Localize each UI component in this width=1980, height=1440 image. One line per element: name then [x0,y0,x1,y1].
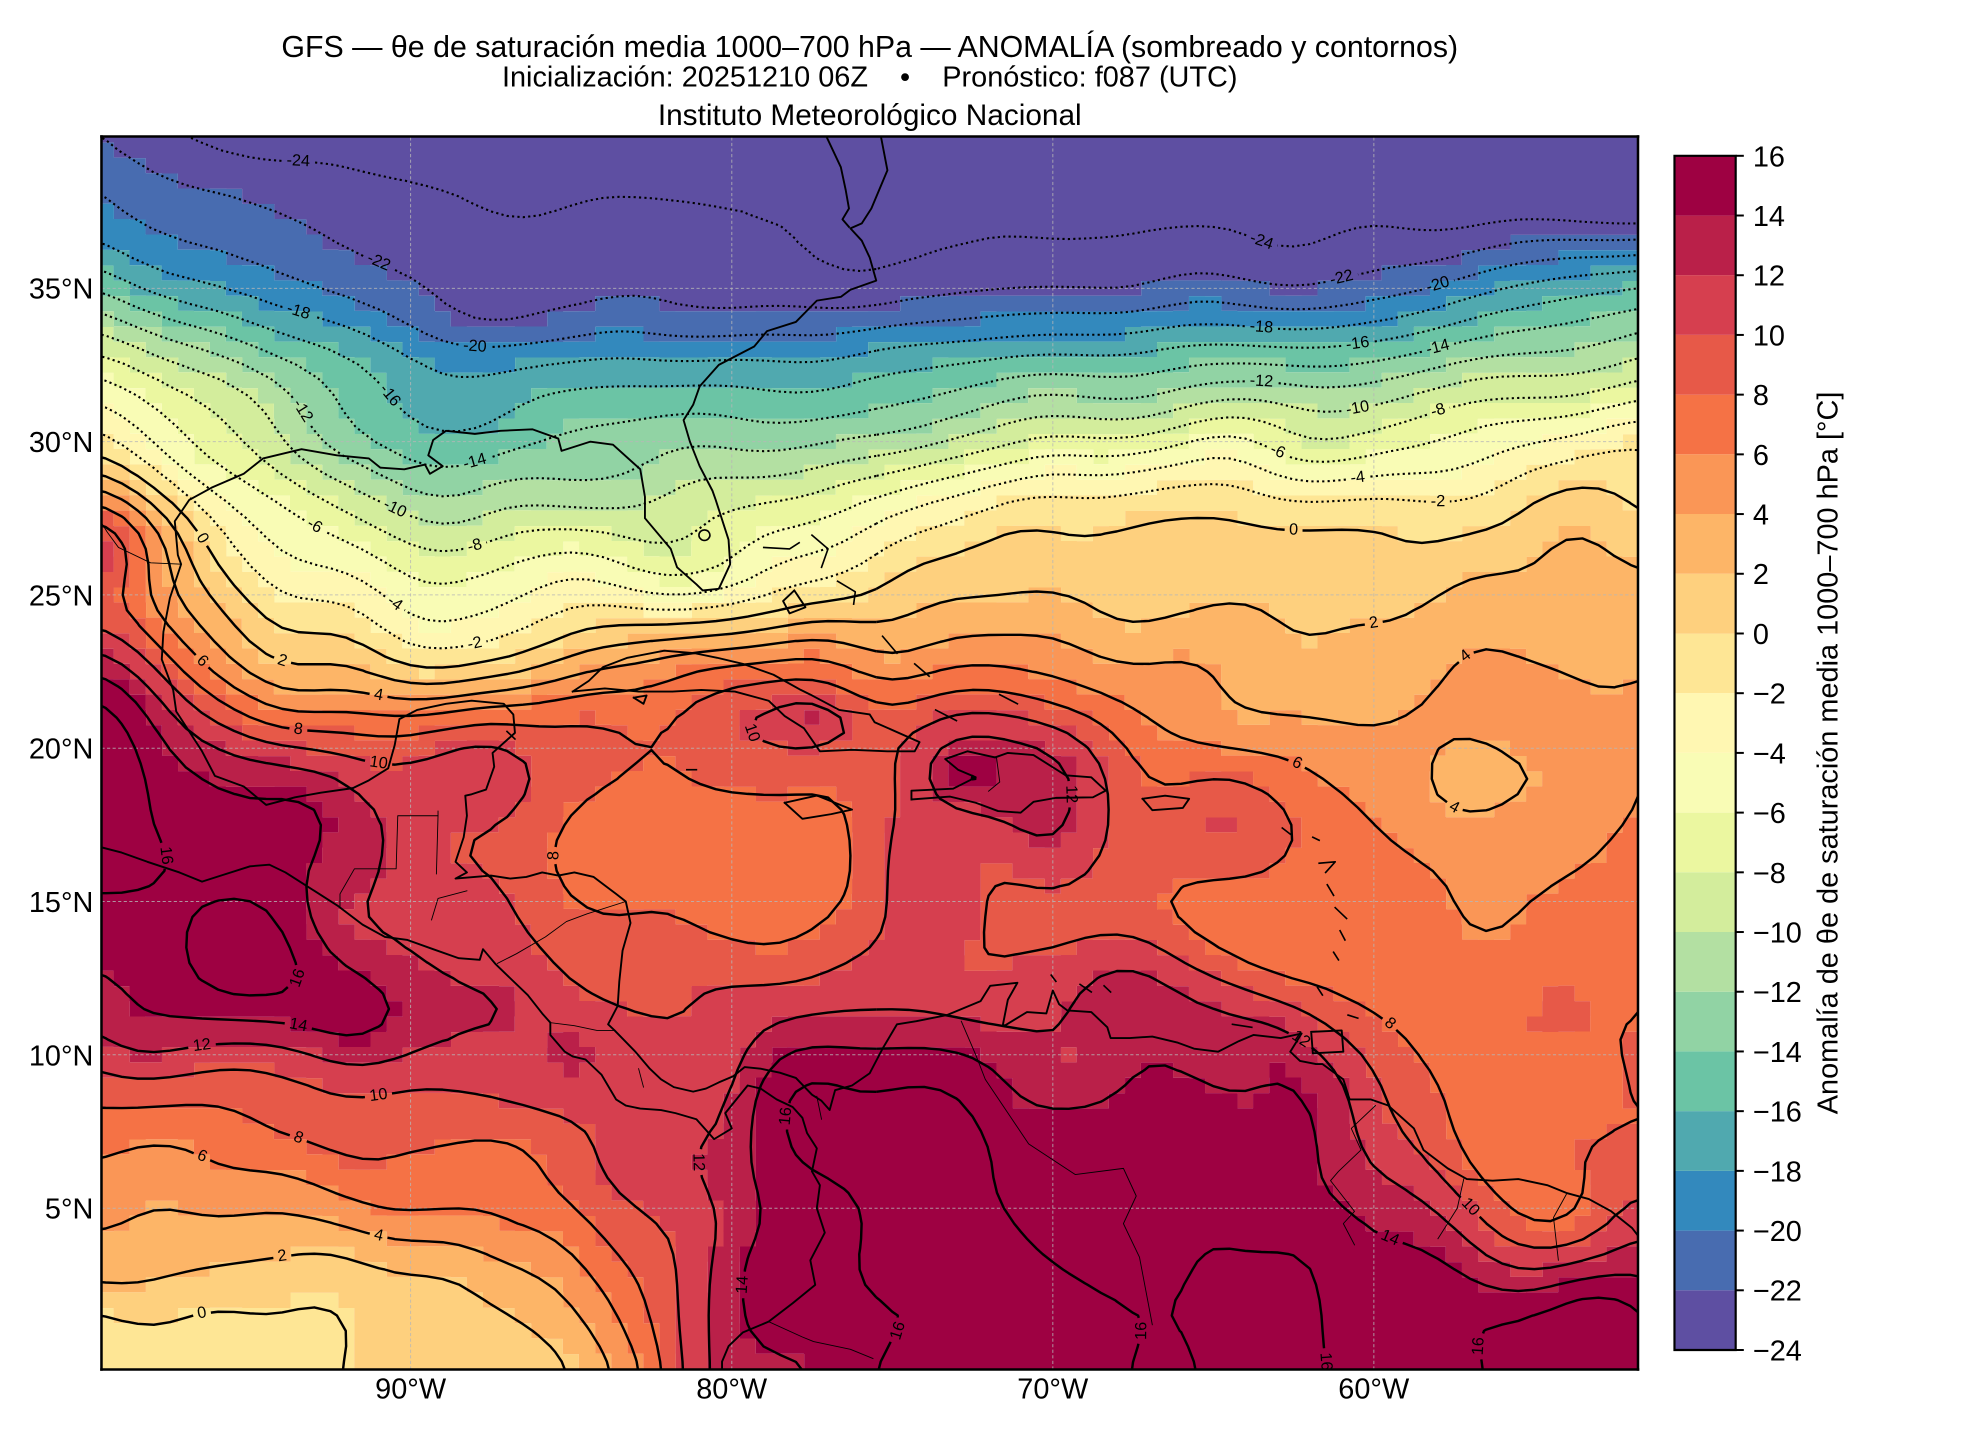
svg-text:15°N: 15°N [29,887,94,919]
svg-text:-16: -16 [1345,333,1371,354]
svg-text:−10: −10 [1753,917,1802,949]
svg-text:8: 8 [1633,1124,1653,1139]
svg-text:-22: -22 [1328,266,1355,289]
svg-text:−20: −20 [1753,1216,1802,1248]
svg-text:4: 4 [1753,500,1769,532]
svg-text:10°N: 10°N [29,1040,94,1072]
svg-text:−18: −18 [1753,1156,1802,1188]
svg-text:14: 14 [1753,201,1785,233]
svg-text:Instituto Meteorológico Nacion: Instituto Meteorológico Nacional [658,99,1082,132]
svg-text:10: 10 [368,752,388,772]
svg-text:30°N: 30°N [29,427,94,459]
svg-text:14: 14 [1378,1226,1402,1250]
svg-text:60°W: 60°W [1338,1374,1410,1406]
svg-text:16: 16 [286,966,309,989]
svg-text:14: 14 [733,1275,752,1294]
svg-text:16: 16 [776,1106,796,1126]
svg-text:−24: −24 [1753,1335,1802,1367]
svg-text:-14: -14 [461,449,488,473]
svg-text:16: 16 [886,1319,909,1342]
svg-text:-24: -24 [286,151,310,170]
svg-text:-14: -14 [1424,335,1451,358]
svg-text:-6: -6 [1268,440,1289,462]
svg-text:8: 8 [293,719,304,738]
svg-text:4: 4 [373,685,385,704]
svg-text:0: 0 [1289,520,1299,538]
svg-text:-2: -2 [1431,492,1446,510]
svg-text:16: 16 [156,845,176,865]
svg-text:−12: −12 [1753,977,1802,1009]
svg-text:GFS — θe de saturación media 1: GFS — θe de saturación media 1000–700 hP… [281,31,1458,64]
svg-text:16: 16 [1753,141,1785,173]
svg-text:−14: −14 [1753,1037,1802,1069]
svg-text:-20: -20 [463,336,488,356]
svg-text:-20: -20 [1424,272,1452,296]
svg-text:4: 4 [372,1225,385,1245]
svg-text:-2: -2 [466,633,484,654]
svg-text:16: 16 [1469,1337,1488,1356]
svg-text:-8: -8 [465,535,484,556]
svg-text:-12: -12 [1249,371,1274,390]
svg-text:0: 0 [1753,619,1769,651]
svg-text:16: 16 [1132,1322,1150,1340]
svg-text:-4: -4 [1349,468,1366,488]
svg-text:2: 2 [1368,613,1380,632]
svg-text:8: 8 [544,851,562,860]
svg-text:12: 12 [689,1153,707,1171]
svg-text:2: 2 [276,1246,288,1265]
svg-text:−6: −6 [1753,798,1786,830]
svg-text:-10: -10 [1344,397,1370,419]
svg-text:35°N: 35°N [29,274,94,306]
svg-text:8: 8 [1753,380,1769,412]
svg-text:6: 6 [1753,440,1769,472]
svg-text:−8: −8 [1753,858,1786,890]
svg-text:Inicialización: 20251210 06Z: Inicialización: 20251210 06Z • Pronóstic… [502,61,1238,93]
svg-text:-8: -8 [1428,399,1447,421]
svg-text:Anomalía de θe de saturación m: Anomalía de θe de saturación media 1000–… [1813,392,1845,1115]
svg-text:12: 12 [192,1035,212,1055]
svg-text:20°N: 20°N [29,734,94,766]
svg-text:−16: −16 [1753,1097,1802,1129]
svg-text:14: 14 [288,1014,309,1035]
svg-text:70°W: 70°W [1017,1374,1089,1406]
svg-text:16: 16 [1316,1352,1335,1371]
svg-text:25°N: 25°N [29,580,94,612]
svg-text:-18: -18 [1249,317,1274,337]
svg-text:90°W: 90°W [375,1374,447,1406]
svg-text:10: 10 [741,721,764,744]
svg-text:80°W: 80°W [696,1374,768,1406]
svg-text:−2: −2 [1753,679,1786,711]
svg-text:10: 10 [368,1085,388,1105]
svg-text:−4: −4 [1753,738,1786,770]
svg-text:0: 0 [196,1303,208,1322]
svg-text:10: 10 [1753,320,1785,352]
svg-text:12: 12 [1062,785,1081,804]
svg-text:12: 12 [1753,261,1785,293]
svg-text:−22: −22 [1753,1276,1802,1308]
svg-text:5°N: 5°N [45,1194,93,1226]
svg-text:2: 2 [1753,559,1769,591]
